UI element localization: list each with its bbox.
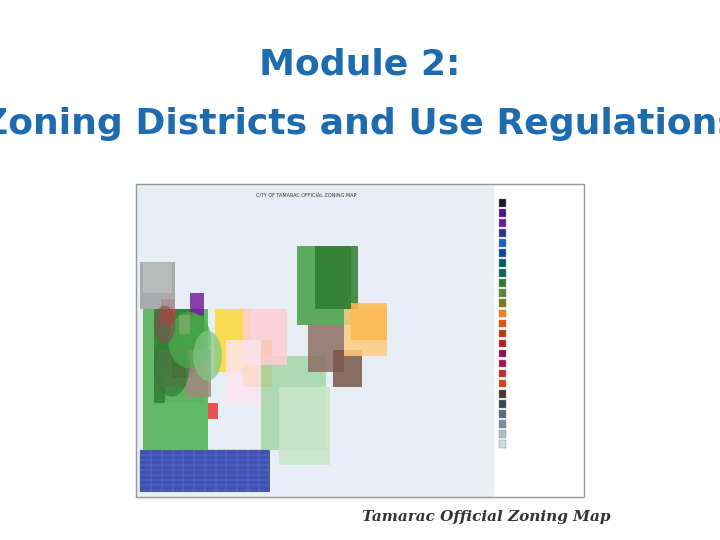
Bar — [499, 349, 505, 357]
Bar — [215, 309, 251, 372]
Bar — [179, 315, 189, 334]
Bar — [207, 403, 218, 418]
Text: CITY OF TAMARAC OFFICIAL ZONING MAP: CITY OF TAMARAC OFFICIAL ZONING MAP — [256, 193, 356, 198]
Bar — [499, 199, 505, 207]
Text: Zoning Districts and Use Regulations: Zoning Districts and Use Regulations — [0, 107, 720, 141]
Bar — [499, 239, 505, 247]
Bar — [154, 309, 204, 403]
Bar — [499, 210, 505, 217]
Ellipse shape — [193, 331, 222, 381]
Bar — [333, 349, 361, 387]
Bar — [225, 340, 261, 403]
Ellipse shape — [154, 334, 189, 396]
Bar — [499, 329, 505, 338]
Bar — [189, 293, 204, 315]
Bar — [499, 400, 505, 408]
Bar — [161, 300, 176, 325]
Bar — [499, 219, 505, 227]
Bar — [279, 387, 330, 465]
Bar — [499, 370, 505, 377]
Bar — [499, 390, 505, 397]
Bar — [499, 309, 505, 318]
Bar — [140, 262, 176, 309]
Bar — [499, 420, 505, 428]
Bar — [315, 246, 359, 309]
Bar — [140, 450, 269, 490]
Text: Tamarac Official Zoning Map: Tamarac Official Zoning Map — [361, 510, 610, 524]
Ellipse shape — [154, 306, 176, 343]
Bar — [243, 340, 272, 387]
Bar — [499, 230, 505, 237]
Bar — [499, 259, 505, 267]
Bar — [499, 340, 505, 347]
Bar — [158, 349, 186, 387]
Bar — [344, 309, 387, 356]
Ellipse shape — [168, 312, 211, 368]
Bar — [499, 300, 505, 307]
Bar — [499, 249, 505, 257]
Bar — [172, 347, 193, 378]
Bar — [243, 309, 287, 365]
Bar — [499, 380, 505, 388]
Bar — [499, 269, 505, 277]
Bar — [308, 325, 344, 372]
Bar — [351, 302, 387, 340]
Bar — [499, 289, 505, 298]
Bar — [186, 349, 211, 396]
Bar — [499, 440, 505, 448]
Text: Module 2:: Module 2: — [259, 48, 461, 82]
Bar — [499, 410, 505, 417]
Bar — [143, 262, 172, 293]
Bar — [499, 279, 505, 287]
Bar — [499, 430, 505, 437]
Bar — [165, 372, 207, 434]
Bar — [499, 360, 505, 367]
Bar — [499, 320, 505, 327]
